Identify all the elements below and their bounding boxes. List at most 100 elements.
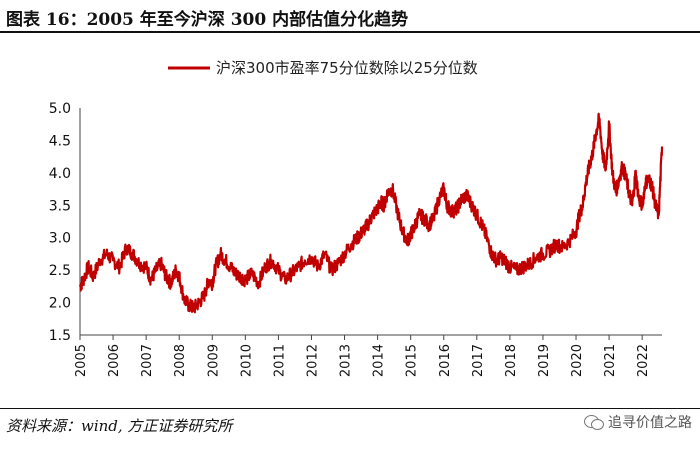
data-point xyxy=(509,266,511,268)
data-point xyxy=(495,259,498,262)
line-chart: 沪深300市盈率75分位数除以25分位数 1.5 2.0 2.5 3.0 3.5 4.0 4… xyxy=(49,59,664,377)
data-point xyxy=(92,275,95,278)
data-point xyxy=(188,305,190,307)
data-point xyxy=(490,253,493,255)
data-point xyxy=(284,279,286,281)
data-point xyxy=(561,246,564,249)
y-tick-label: 2.5 xyxy=(49,263,71,279)
data-point xyxy=(350,243,352,245)
data-point xyxy=(383,204,386,207)
data-point xyxy=(138,262,141,265)
data-point xyxy=(214,266,217,268)
data-point xyxy=(323,253,326,255)
data-point xyxy=(624,175,627,177)
data-point xyxy=(591,152,594,155)
data-point xyxy=(229,266,232,268)
data-point xyxy=(366,223,369,226)
data-point xyxy=(277,269,280,271)
data-point xyxy=(251,272,253,275)
data-point xyxy=(413,227,415,229)
data-point xyxy=(112,259,114,262)
data-point xyxy=(578,214,581,216)
x-tick-label: 2006 xyxy=(107,344,122,377)
data-point xyxy=(446,204,448,207)
data-point xyxy=(595,133,597,135)
data-point xyxy=(193,306,195,309)
data-point xyxy=(542,253,544,255)
data-point xyxy=(198,301,200,304)
data-point xyxy=(601,152,604,155)
data-point xyxy=(257,282,260,284)
data-point xyxy=(515,269,518,271)
data-point xyxy=(270,259,273,262)
data-point xyxy=(178,275,181,278)
data-point xyxy=(588,165,591,168)
data-point xyxy=(125,246,128,249)
data-point xyxy=(132,253,134,255)
x-axis: 2005 2006 2007 2008 2009 2010 2011 2012 2013 2014… xyxy=(74,334,662,377)
data-point xyxy=(290,272,293,275)
data-point xyxy=(418,214,420,216)
data-point xyxy=(480,223,483,226)
y-tick-label: 1.5 xyxy=(49,328,71,344)
y-tick-label: 4.0 xyxy=(49,166,71,182)
y-tick-label: 5.0 xyxy=(49,101,71,117)
data-point xyxy=(548,249,551,252)
x-tick-label: 2021 xyxy=(603,344,618,377)
x-tick-label: 2009 xyxy=(206,344,221,377)
data-point xyxy=(604,168,607,171)
data-point xyxy=(437,198,440,200)
data-point xyxy=(401,230,404,233)
data-point xyxy=(568,240,571,242)
data-point xyxy=(356,236,359,239)
y-tick-label: 2.0 xyxy=(49,296,71,312)
data-point xyxy=(409,233,412,236)
data-point xyxy=(380,201,382,203)
x-tick-label: 2015 xyxy=(405,344,420,377)
data-point xyxy=(651,185,653,187)
data-point xyxy=(396,210,399,213)
data-point xyxy=(638,198,640,200)
y-axis: 1.5 2.0 2.5 3.0 3.5 4.0 4.5 5.0 xyxy=(49,101,81,344)
data-point xyxy=(118,266,121,268)
data-point xyxy=(657,214,660,216)
x-tick-label: 2005 xyxy=(74,344,89,377)
series-line xyxy=(79,112,664,314)
figure-title: 图表 16：2005 年至今沪深 300 内部估值分化趋势 xyxy=(6,10,409,30)
data-point xyxy=(406,240,409,242)
data-point xyxy=(585,181,587,184)
source-note: 资料来源：wind, 方正证券研究所 xyxy=(6,417,233,435)
data-point xyxy=(183,298,185,301)
data-point xyxy=(337,262,339,265)
data-point xyxy=(155,269,157,271)
x-tick-label: 2014 xyxy=(372,344,387,377)
legend-label: 沪深300市盈率75分位数除以25分位数 xyxy=(216,59,478,77)
x-tick-label: 2017 xyxy=(471,344,486,377)
data-point xyxy=(628,191,630,194)
data-point xyxy=(79,285,81,288)
data-point xyxy=(330,269,333,271)
data-point xyxy=(105,253,108,255)
data-point xyxy=(160,262,162,265)
data-point xyxy=(461,198,463,200)
data-point xyxy=(361,230,364,233)
x-tick-label: 2013 xyxy=(339,344,354,377)
data-point xyxy=(614,191,617,194)
data-point xyxy=(647,178,650,181)
data-point xyxy=(505,262,508,265)
data-point xyxy=(466,194,468,197)
x-tick-label: 2020 xyxy=(570,344,585,377)
x-tick-label: 2019 xyxy=(537,344,552,377)
watermark: 追寻价值之路 xyxy=(584,412,692,432)
data-point xyxy=(456,207,458,210)
data-point xyxy=(442,188,445,190)
data-point xyxy=(224,259,227,262)
data-point xyxy=(555,243,557,245)
data-point xyxy=(87,266,90,268)
x-tick-label: 2022 xyxy=(636,344,651,377)
data-point xyxy=(175,269,177,271)
x-tick-label: 2010 xyxy=(239,344,254,377)
data-point xyxy=(423,217,425,220)
data-point xyxy=(239,275,242,278)
x-tick-label: 2011 xyxy=(272,344,287,377)
